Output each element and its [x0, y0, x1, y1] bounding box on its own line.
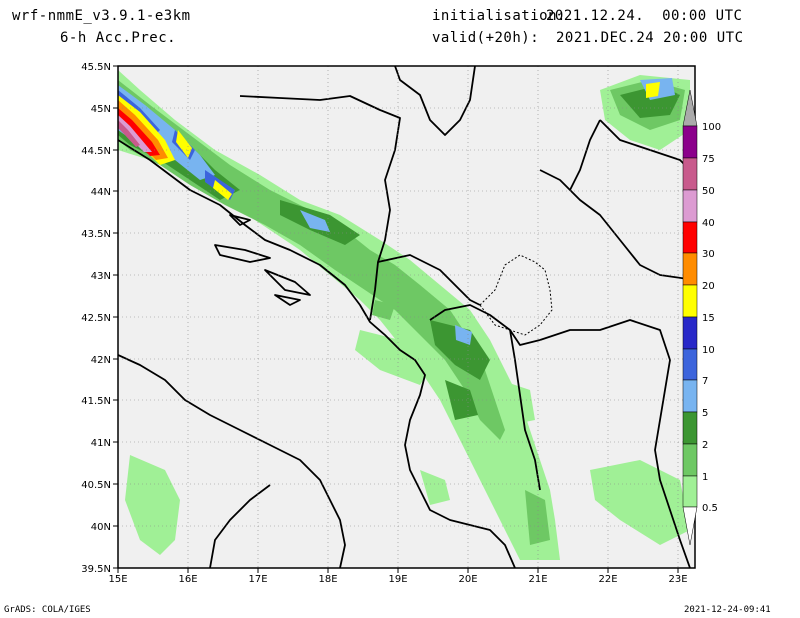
- colorbar-label: 2: [702, 440, 708, 451]
- lat-label: 42N: [91, 355, 111, 366]
- colorbar-segment: [682, 252, 698, 286]
- lon-label: 17E: [248, 574, 267, 585]
- lon-label: 15E: [108, 574, 127, 585]
- field-name: 6-h Acc.Prec.: [60, 30, 177, 46]
- footer-credit: GrADS: COLA/IGES: [4, 605, 91, 615]
- colorbar-segment: [682, 157, 698, 191]
- init-value: 2021.12.24. 00:00 UTC: [546, 8, 743, 24]
- colorbar-label: 50: [702, 186, 715, 197]
- lat-label: 40N: [91, 522, 111, 533]
- lon-label: 22E: [598, 574, 617, 585]
- colorbar-segment: [682, 125, 698, 159]
- graticule: [118, 66, 695, 568]
- lat-label: 44.5N: [81, 146, 111, 157]
- lat-labels: 45.5N 45N 44.5N 44N 43.5N 43N 42.5N 42N …: [81, 62, 111, 575]
- colorbar-bottom-arrow: [682, 506, 698, 546]
- colorbar-label: 15: [702, 313, 715, 324]
- lat-label: 42.5N: [81, 313, 111, 324]
- colorbar-segment: [682, 189, 698, 223]
- colorbar-label: 75: [702, 154, 715, 165]
- lon-labels: 15E 16E 17E 18E 19E 20E 21E 22E 23E: [108, 574, 687, 585]
- lat-label: 41N: [91, 438, 111, 449]
- colorbar-label: 5: [702, 408, 708, 419]
- colorbar-label: 10: [702, 345, 715, 356]
- colorbar-label: 0.5: [702, 503, 718, 514]
- colorbar-segment: [682, 316, 698, 350]
- model-name: wrf-nmmE_v3.9.1-e3km: [12, 8, 191, 24]
- lat-label: 40.5N: [81, 480, 111, 491]
- valid-label: valid(+20h):: [432, 30, 540, 46]
- kosovo-border: [479, 254, 553, 336]
- colorbar-label: 7: [702, 376, 708, 387]
- colorbar-label: 1: [702, 472, 708, 483]
- valid-value: 2021.DEC.24 20:00 UTC: [556, 30, 744, 46]
- footer-timestamp: 2021-12-24-09:41: [684, 605, 771, 615]
- init-label: initialisation:: [432, 8, 566, 24]
- colorbar-segment: [682, 411, 698, 445]
- axis-ticks: [113, 65, 679, 573]
- colorbar-labels: 100 75 50 40 30 20 15 10 7 5 2 1 0.5: [702, 122, 721, 514]
- lon-label: 18E: [318, 574, 337, 585]
- lon-label: 23E: [668, 574, 687, 585]
- colorbar-label: 20: [702, 281, 715, 292]
- lat-label: 41.5N: [81, 396, 111, 407]
- colorbar-segment: [682, 284, 698, 318]
- colorbar-label: 100: [702, 122, 721, 133]
- colorbar-segment: [682, 443, 698, 477]
- colorbar-segment: [682, 475, 698, 508]
- precip-extreme: [118, 82, 660, 200]
- colorbar-label: 30: [702, 249, 715, 260]
- lon-label: 21E: [528, 574, 547, 585]
- lon-label: 16E: [178, 574, 197, 585]
- colorbar: [682, 89, 698, 546]
- lat-label: 45N: [91, 104, 111, 115]
- lat-label: 39.5N: [81, 564, 111, 575]
- lat-label: 43.5N: [81, 229, 111, 240]
- lon-label: 20E: [458, 574, 477, 585]
- lat-label: 44N: [91, 187, 111, 198]
- colorbar-segment: [682, 379, 698, 413]
- lat-label: 45.5N: [81, 62, 111, 73]
- colorbar-label: 40: [702, 218, 715, 229]
- colorbar-segment: [682, 348, 698, 381]
- colorbar-segment: [682, 221, 698, 254]
- lat-label: 43N: [91, 271, 111, 282]
- lon-label: 19E: [388, 574, 407, 585]
